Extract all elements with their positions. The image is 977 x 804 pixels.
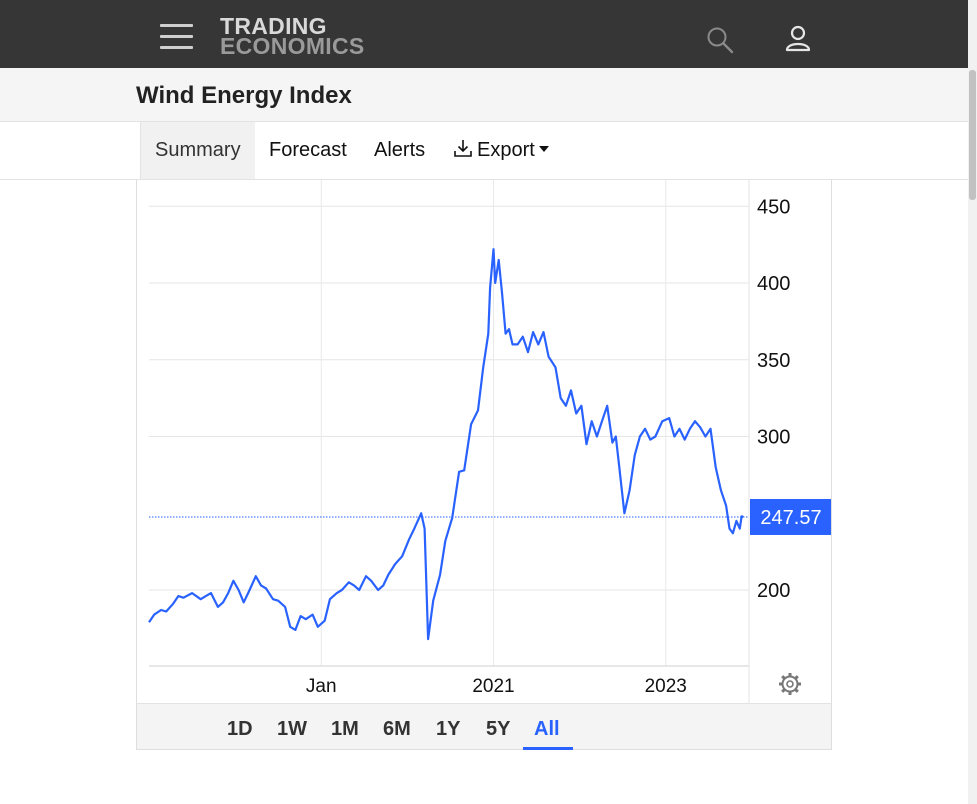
page-title: Wind Energy Index [136, 82, 352, 109]
last-value-label: 247.57 [760, 507, 821, 529]
y-tick-label: 300 [757, 427, 790, 449]
y-tick-label: 200 [757, 580, 790, 602]
page-scrollbar[interactable] [968, 0, 977, 804]
x-tick-label: 2023 [645, 676, 687, 697]
range-button-6m[interactable]: 6M [383, 718, 411, 740]
range-button-1w[interactable]: 1W [277, 718, 307, 740]
range-selector: 1D 1W 1M 6M 1Y 5Y All [137, 703, 831, 750]
search-icon[interactable] [706, 26, 734, 54]
user-icon[interactable] [785, 25, 811, 53]
last-value-badge [750, 498, 831, 535]
range-button-1m[interactable]: 1M [331, 718, 359, 740]
active-range-indicator [523, 747, 573, 750]
menu-icon[interactable] [160, 24, 193, 50]
x-tick-label: 2021 [472, 676, 514, 697]
range-button-5y[interactable]: 5Y [486, 718, 511, 740]
tab-export-label: Export [477, 139, 535, 161]
range-button-all[interactable]: All [534, 718, 560, 740]
tab-forecast[interactable]: Forecast [269, 122, 347, 179]
export-icon [454, 140, 472, 157]
top-navigation-bar: TRADING ECONOMICS [0, 0, 968, 68]
gear-icon[interactable] [779, 673, 801, 695]
price-chart[interactable]: 200 300 350 400 450 Jan 2021 2023 247.57 [137, 180, 831, 703]
tab-forecast-label: Forecast [269, 139, 347, 161]
series-line [148, 248, 744, 641]
tab-summary[interactable]: Summary [140, 122, 255, 179]
chevron-down-icon [538, 146, 549, 152]
tab-alerts[interactable]: Alerts [374, 122, 425, 179]
y-tick-label: 450 [757, 196, 790, 218]
x-tick-label: Jan [306, 676, 337, 697]
tab-bar: Summary Forecast Alerts Export [0, 122, 968, 180]
title-bar: Wind Energy Index [0, 68, 968, 122]
logo-line-1: TRADING [220, 13, 327, 39]
y-tick-label: 400 [757, 273, 790, 295]
range-button-1d[interactable]: 1D [227, 718, 253, 740]
tab-summary-label: Summary [155, 139, 241, 161]
y-tick-label: 350 [757, 350, 790, 372]
scrollbar-thumb[interactable] [969, 70, 976, 200]
export-dropdown[interactable]: Export [453, 122, 549, 179]
logo-line-2: ECONOMICS [220, 33, 365, 59]
tab-alerts-label: Alerts [374, 139, 426, 161]
logo[interactable]: TRADING ECONOMICS [220, 13, 365, 59]
chart-card: 200 300 350 400 450 Jan 2021 2023 247.57 1D 1W … [136, 180, 832, 750]
range-button-1y[interactable]: 1Y [436, 718, 461, 740]
